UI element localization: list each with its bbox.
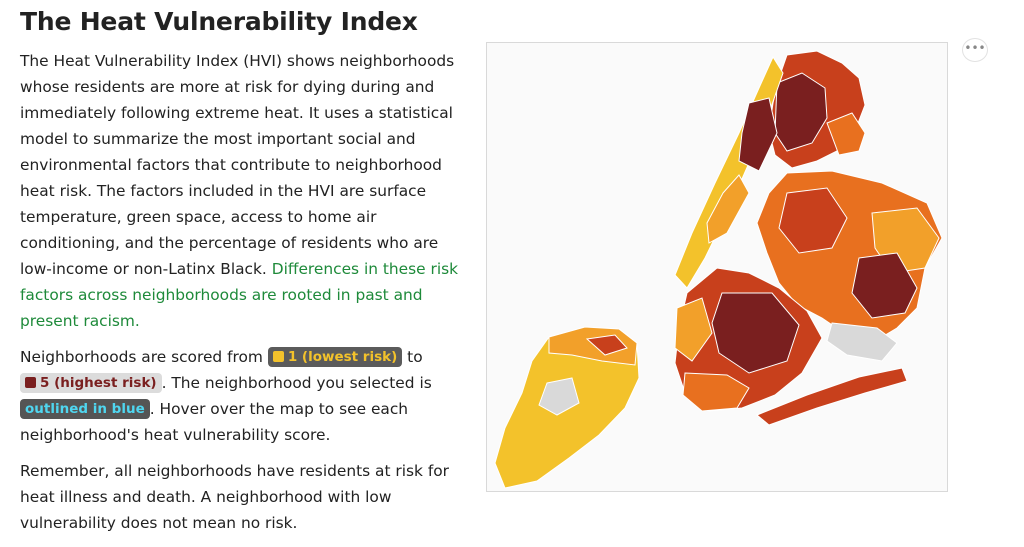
page-title: The Heat Vulnerability Index [20, 7, 418, 36]
intro-paragraph: The Heat Vulnerability Index (HVI) shows… [20, 48, 460, 334]
highest-risk-badge: 5 (highest risk) [20, 373, 162, 393]
reminder-paragraph: Remember, all neighborhoods have residen… [20, 462, 449, 532]
bronx-east-region[interactable] [826, 112, 866, 156]
brooklyn-central-region[interactable] [711, 292, 800, 374]
racism-note: Differences in these risk factors across… [20, 260, 459, 330]
scoring-text-4: . Hover over the map to see each neighbo… [20, 400, 409, 444]
intro-text: The Heat Vulnerability Index (HVI) shows… [20, 52, 455, 278]
brooklyn-west-region[interactable] [674, 297, 713, 362]
lowest-risk-badge: 1 (lowest risk) [267, 347, 403, 367]
lowest-risk-swatch [272, 351, 284, 362]
manhattan-mid-region[interactable] [706, 174, 750, 244]
bronx-south-region[interactable] [774, 72, 828, 152]
description-column: The Heat Vulnerability Index (HVI) shows… [20, 48, 460, 546]
scoring-text-1: Neighborhoods are scored from [20, 348, 268, 366]
lowest-risk-label: 1 (lowest risk) [287, 349, 398, 365]
jfk-airport-area [826, 322, 898, 362]
queens-central-region[interactable] [778, 187, 848, 254]
scoring-text-3: . The neighborhood you selected is [161, 374, 432, 392]
rockaway-region[interactable] [756, 367, 908, 426]
harlem-region[interactable] [738, 97, 778, 172]
scoring-paragraph: Neighborhoods are scored from 1 (lowest … [20, 344, 460, 448]
hvi-map[interactable] [486, 42, 948, 492]
staten-park-area [538, 377, 580, 416]
more-options-button[interactable]: ••• [962, 38, 988, 62]
selected-outline-badge: outlined in blue [20, 399, 150, 419]
nyc-map-svg[interactable] [487, 43, 947, 491]
highest-risk-label: 5 (highest risk) [40, 375, 157, 391]
scoring-text-2: to [402, 348, 423, 366]
highest-risk-swatch [25, 377, 36, 388]
queens-southeast-region[interactable] [851, 252, 918, 319]
staten-northshore-region[interactable] [585, 334, 628, 356]
brooklyn-south-region[interactable] [682, 372, 750, 412]
